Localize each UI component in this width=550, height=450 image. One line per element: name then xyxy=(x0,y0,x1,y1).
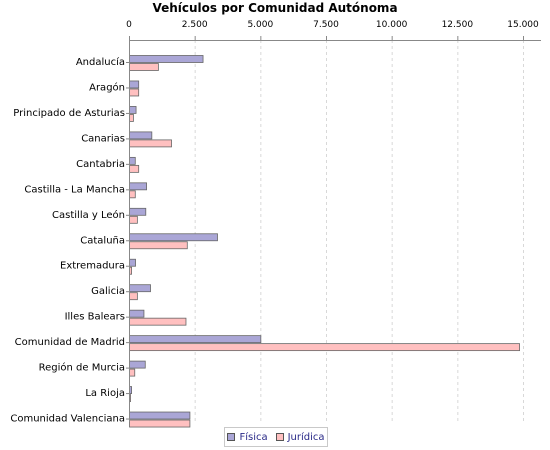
bar-juridica xyxy=(129,215,138,224)
bar-fisica xyxy=(129,55,204,63)
x-tick-label: 7.500 xyxy=(313,20,339,30)
bar-juridica xyxy=(129,139,172,148)
x-tick-label: 15.000 xyxy=(507,20,539,30)
legend-label: Física xyxy=(239,431,268,443)
bar-juridica xyxy=(129,63,159,71)
category-label: Cantabria xyxy=(76,159,125,170)
legend-item: Jurídica xyxy=(275,431,325,443)
category-label: Cataluña xyxy=(80,235,125,246)
bar-fisica xyxy=(129,411,191,420)
bar-juridica xyxy=(129,419,191,428)
x-tick-label: 0 xyxy=(126,20,132,30)
bar-juridica xyxy=(129,241,188,250)
category-label: Extremadura xyxy=(60,261,125,272)
category-label: Illes Balears xyxy=(65,312,125,323)
bar-juridica xyxy=(129,292,138,301)
bar-fisica xyxy=(129,131,153,140)
bar-fisica xyxy=(129,284,151,293)
x-tick-label: 5.000 xyxy=(247,20,273,30)
x-tick-label: 12.500 xyxy=(442,20,474,30)
bar-fisica xyxy=(129,335,262,344)
bar-juridica xyxy=(129,114,134,122)
bar-juridica xyxy=(129,343,520,352)
legend-label: Jurídica xyxy=(287,431,325,443)
bar-juridica xyxy=(129,368,136,377)
category-label: Región de Murcia xyxy=(39,362,125,374)
category-label: Comunidad de Madrid xyxy=(15,337,125,348)
legend-swatch xyxy=(275,433,284,441)
bar-fisica xyxy=(129,207,147,216)
bar-juridica xyxy=(129,317,187,326)
category-label: Canarias xyxy=(81,133,125,144)
category-label: Galicia xyxy=(91,286,125,297)
x-tick-label: 2.500 xyxy=(182,20,208,30)
bar-fisica xyxy=(129,80,140,89)
legend-item: Física xyxy=(227,431,268,443)
category-label: Principado de Asturias xyxy=(13,108,125,119)
bar-fisica xyxy=(129,309,145,318)
bar-fisica xyxy=(129,106,137,114)
bar-fisica xyxy=(129,156,136,165)
bar-fisica xyxy=(129,182,147,191)
category-label: Andalucía xyxy=(76,56,125,68)
bar-juridica xyxy=(129,190,136,199)
x-tick-label: 10.000 xyxy=(376,20,408,30)
bar-juridica xyxy=(129,164,140,173)
legend-swatch xyxy=(227,433,236,441)
bar-fisica xyxy=(129,258,136,267)
category-label: Castilla y León xyxy=(52,209,125,221)
bar-juridica xyxy=(129,88,140,97)
chart-title: Vehículos por Comunidad Autónoma xyxy=(152,1,398,15)
category-label: La Rioja xyxy=(85,388,125,399)
bar-fisica xyxy=(129,233,218,242)
bar-fisica xyxy=(129,360,146,369)
chart-legend: Física Jurídica xyxy=(224,427,328,447)
category-label: Castilla - La Mancha xyxy=(24,184,125,195)
category-label: Aragón xyxy=(89,81,125,93)
category-label: Comunidad Valenciana xyxy=(10,414,125,425)
